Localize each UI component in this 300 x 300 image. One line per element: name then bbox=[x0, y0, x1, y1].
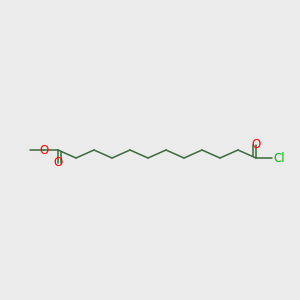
Text: O: O bbox=[39, 143, 49, 157]
Text: Cl: Cl bbox=[273, 152, 285, 164]
Text: O: O bbox=[251, 139, 261, 152]
Text: O: O bbox=[53, 157, 63, 169]
